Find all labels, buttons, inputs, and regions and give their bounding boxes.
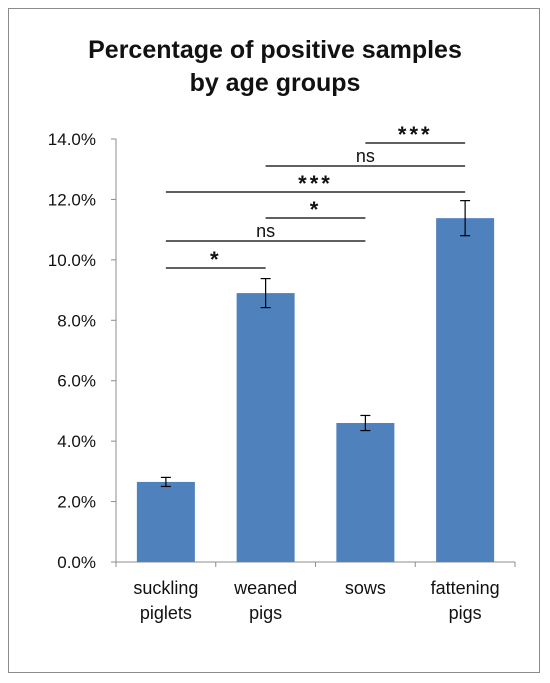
- significance-label: ***: [298, 171, 333, 196]
- bar: [136, 481, 195, 562]
- y-tick-label: 12.0%: [48, 190, 96, 209]
- y-tick-label: 6.0%: [57, 372, 96, 391]
- bar: [436, 218, 495, 562]
- y-tick-label: 4.0%: [57, 432, 96, 451]
- category-label: suckling: [133, 578, 198, 598]
- bar: [336, 423, 395, 562]
- chart-title-line-2: by age groups: [189, 69, 361, 97]
- category-label: fattening: [431, 578, 500, 598]
- chart-title: Percentage of positive samples by age gr…: [0, 34, 550, 100]
- significance-label: ***: [398, 122, 433, 147]
- y-tick-label: 10.0%: [48, 251, 96, 270]
- y-tick-label: 14.0%: [48, 130, 96, 149]
- significance-label: *: [310, 197, 322, 222]
- category-label: piglets: [140, 603, 192, 623]
- y-tick-label: 0.0%: [57, 553, 96, 572]
- significance-label: *: [210, 247, 222, 272]
- category-label: weaned: [233, 578, 297, 598]
- chart-title-line-1: Percentage of positive samples: [88, 36, 462, 64]
- category-label: sows: [345, 578, 386, 598]
- y-tick-label: 2.0%: [57, 493, 96, 512]
- significance-label: ns: [356, 146, 375, 166]
- category-label: pigs: [449, 603, 482, 623]
- category-label: pigs: [249, 603, 282, 623]
- significance-label: ns: [256, 221, 275, 241]
- y-tick-label: 8.0%: [57, 311, 96, 330]
- bar: [236, 293, 295, 562]
